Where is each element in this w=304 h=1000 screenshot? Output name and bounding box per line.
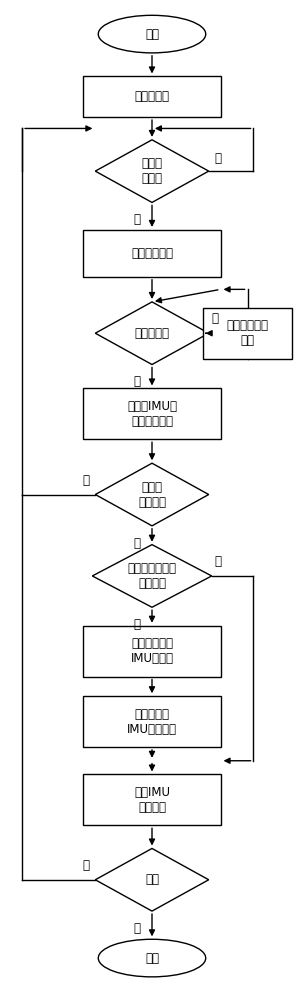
Polygon shape <box>95 140 209 202</box>
Text: 发布图像与
IMU同步数据: 发布图像与 IMU同步数据 <box>127 708 177 736</box>
Bar <box>83 76 221 117</box>
Text: 是否有
新数据: 是否有 新数据 <box>141 157 163 185</box>
Text: 否: 否 <box>215 152 222 165</box>
Polygon shape <box>95 848 209 911</box>
Text: 各通道IMU时
间补偿与同步: 各通道IMU时 间补偿与同步 <box>127 400 177 428</box>
Text: 初始化设置: 初始化设置 <box>134 90 170 103</box>
Polygon shape <box>95 463 209 526</box>
Bar <box>83 626 221 677</box>
Text: 发布IMU
同步数据: 发布IMU 同步数据 <box>134 786 170 814</box>
Text: 图像帧与相应
IMU帧对齐: 图像帧与相应 IMU帧对齐 <box>130 637 174 665</box>
Ellipse shape <box>98 939 206 977</box>
Ellipse shape <box>98 15 206 53</box>
Polygon shape <box>92 545 212 607</box>
Text: 完成: 完成 <box>145 952 159 965</box>
Text: 否: 否 <box>215 555 222 568</box>
Text: 通过包校验: 通过包校验 <box>134 327 170 340</box>
Text: 是: 是 <box>133 375 140 388</box>
Text: 开始: 开始 <box>145 28 159 41</box>
Text: 存入数据队列: 存入数据队列 <box>131 247 173 260</box>
Text: 队列先入先出
调整: 队列先入先出 调整 <box>226 319 268 347</box>
Bar <box>83 230 221 277</box>
Bar <box>203 308 292 359</box>
Text: 是: 是 <box>133 213 140 226</box>
Text: 否: 否 <box>212 312 219 325</box>
Text: 是: 是 <box>133 618 140 631</box>
Text: 序列号、时间戳
是否正确: 序列号、时间戳 是否正确 <box>127 562 177 590</box>
Bar <box>83 388 221 439</box>
Text: 是否有
图像数据: 是否有 图像数据 <box>138 481 166 509</box>
Polygon shape <box>95 302 209 365</box>
Bar <box>83 696 221 747</box>
Text: 结束: 结束 <box>145 873 159 886</box>
Bar <box>83 774 221 825</box>
Text: 是: 是 <box>133 922 140 935</box>
Text: 是: 是 <box>133 537 140 550</box>
Text: 否: 否 <box>82 474 89 487</box>
Text: 否: 否 <box>82 859 89 872</box>
